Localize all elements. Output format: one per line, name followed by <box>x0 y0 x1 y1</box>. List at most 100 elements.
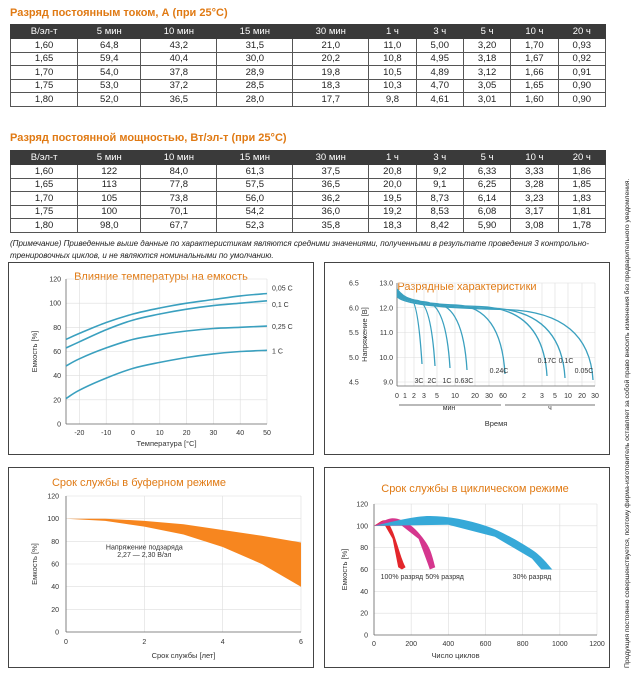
y-tick-label-right: 11.0 <box>380 330 393 337</box>
series-label: 0.17C <box>538 358 557 365</box>
table-cell: 1,80 <box>9 92 79 107</box>
col-header: 10 мин <box>140 150 218 165</box>
x-tick-label: 400 <box>442 641 454 648</box>
table-cell: 28,9 <box>216 65 294 80</box>
chart-float-life: Срок службы в буферном режиме02040608010… <box>9 468 313 667</box>
table-cell: 9,1 <box>415 177 464 192</box>
x-tick-label: 5 <box>435 393 439 400</box>
table-cell: 11,0 <box>368 38 417 53</box>
y-tick-label: 120 <box>49 277 61 284</box>
table-cell: 20,0 <box>368 177 417 192</box>
table-cell: 8,73 <box>415 191 464 206</box>
x-axis-label: Температура [°C] <box>136 439 196 448</box>
table-cell: 122 <box>77 164 142 179</box>
table2-title: Разряд постоянной мощностью, Вт/эл-т (пр… <box>10 132 287 144</box>
y-tick-label: 20 <box>51 607 59 614</box>
table-cell: 18,3 <box>368 218 417 233</box>
x-tick-label: 800 <box>517 641 529 648</box>
y-tick-label: 120 <box>47 494 59 501</box>
annotation-line-2: 2,27 — 2,30 В/эл <box>117 552 171 559</box>
table-cell: 8,53 <box>415 204 464 219</box>
table-cell: 6,08 <box>462 204 512 219</box>
table-cell: 54,0 <box>77 65 142 80</box>
x-tick-label: -20 <box>74 430 84 437</box>
table-cell: 4,61 <box>415 92 464 107</box>
table-cell: 6,14 <box>462 191 512 206</box>
chart-cycle-life: Срок службы в циклическом режиме 0 20 40 60 8… <box>325 468 609 667</box>
x-tick-label: 30 <box>485 393 493 400</box>
table-cell: 1,60 <box>9 164 79 179</box>
table-cell: 52,3 <box>216 218 294 233</box>
table-cell: 56,0 <box>216 191 294 206</box>
series-label: 3C <box>415 378 424 385</box>
table-cell: 3,28 <box>510 177 559 192</box>
y-tick-label: 80 <box>51 539 59 546</box>
table-cell: 3,17 <box>510 204 559 219</box>
x-tick-label: 30 <box>210 430 218 437</box>
y-axis-label: Напряжение [В] <box>360 307 369 362</box>
x-tick-label: 0 <box>131 430 135 437</box>
table-cell: 9,2 <box>415 164 464 179</box>
x-unit-h: ч <box>548 405 552 412</box>
table-row: 1,80 98,0 67,7 52,3 35,8 18,3 8,42 5,90 3,08 1,78 <box>9 218 607 233</box>
note: (Примечание) Приведенные выше данные по … <box>10 239 590 260</box>
col-header: 15 мин <box>216 24 294 39</box>
chart-discharge: Разрядные характеристики 4.5 9.0 5.0 10.0 5.5… <box>325 263 609 454</box>
x-tick-label: 600 <box>480 641 492 648</box>
table-cell: 10,3 <box>368 78 417 93</box>
table-cell: 1,81 <box>557 204 607 219</box>
x-tick-label: -10 <box>101 430 111 437</box>
x-tick-label: 30 <box>591 393 599 400</box>
x-tick-label: 2 <box>522 393 526 400</box>
table-cell: 1,75 <box>9 204 79 219</box>
x-tick-label: 2 <box>142 639 146 646</box>
chart-title: Срок службы в буферном режиме <box>52 477 226 489</box>
y-tick-label: 20 <box>360 611 368 618</box>
series-label: 0.1C <box>559 358 574 365</box>
table-cell: 28,5 <box>216 78 294 93</box>
cycle-band-2 <box>374 516 553 570</box>
y-tick-label: 40 <box>51 584 59 591</box>
series-label: 0.05C <box>575 368 594 375</box>
series-label: 100% разряд <box>381 574 423 581</box>
y-tick-label: 0 <box>55 630 59 637</box>
table-cell: 1,60 <box>9 38 79 53</box>
table-cell: 0,90 <box>557 92 607 107</box>
table-cell: 3,01 <box>462 92 512 107</box>
col-header: 3 ч <box>415 24 464 39</box>
table-cell: 1,85 <box>557 177 607 192</box>
table-cell: 1,70 <box>9 65 79 80</box>
table-cell: 19,5 <box>368 191 417 206</box>
table-cell: 61,3 <box>216 164 294 179</box>
table-cell: 4,70 <box>415 78 464 93</box>
table-cell: 1,80 <box>9 218 79 233</box>
table-cell: 37,5 <box>292 164 370 179</box>
x-axis-label: Число циклов <box>431 651 479 660</box>
x-axis-label: Время <box>485 419 508 428</box>
y-tick-label-right: 10.0 <box>379 355 393 362</box>
series-label: 2C <box>428 378 437 385</box>
discharge-curve-2 <box>396 290 451 369</box>
table-cell: 64,8 <box>77 38 142 53</box>
table-cell: 77,8 <box>140 177 218 192</box>
chart-bg <box>9 468 313 667</box>
table-cell: 37,2 <box>140 78 218 93</box>
table-cell: 3,23 <box>510 191 559 206</box>
table-cell: 40,4 <box>140 51 218 66</box>
table-row: 1,65 59,4 40,4 30,0 20,2 10,8 4,95 3,18 1,67 0,92 <box>9 51 607 66</box>
col-header: 5 мин <box>77 150 142 165</box>
table1-title: Разряд постоянным током, А (при 25°С) <box>10 7 228 19</box>
y-tick-label: 0 <box>57 422 61 429</box>
table-row: 1,70 105 73,8 56,0 36,2 19,5 8,73 6,14 3,23 1,83 <box>9 191 607 206</box>
table-cell: 31,5 <box>216 38 294 53</box>
col-header: 3 ч <box>415 150 464 165</box>
x-tick-label: 4 <box>221 639 225 646</box>
x-tick-label: 20 <box>471 393 479 400</box>
series-label: 1C <box>443 378 452 385</box>
table-cell: 36,2 <box>292 191 370 206</box>
y-tick-label: 60 <box>360 567 368 574</box>
col-header: В/эл-т <box>9 24 79 39</box>
col-header: 5 ч <box>462 24 512 39</box>
table-cell: 30,0 <box>216 51 294 66</box>
